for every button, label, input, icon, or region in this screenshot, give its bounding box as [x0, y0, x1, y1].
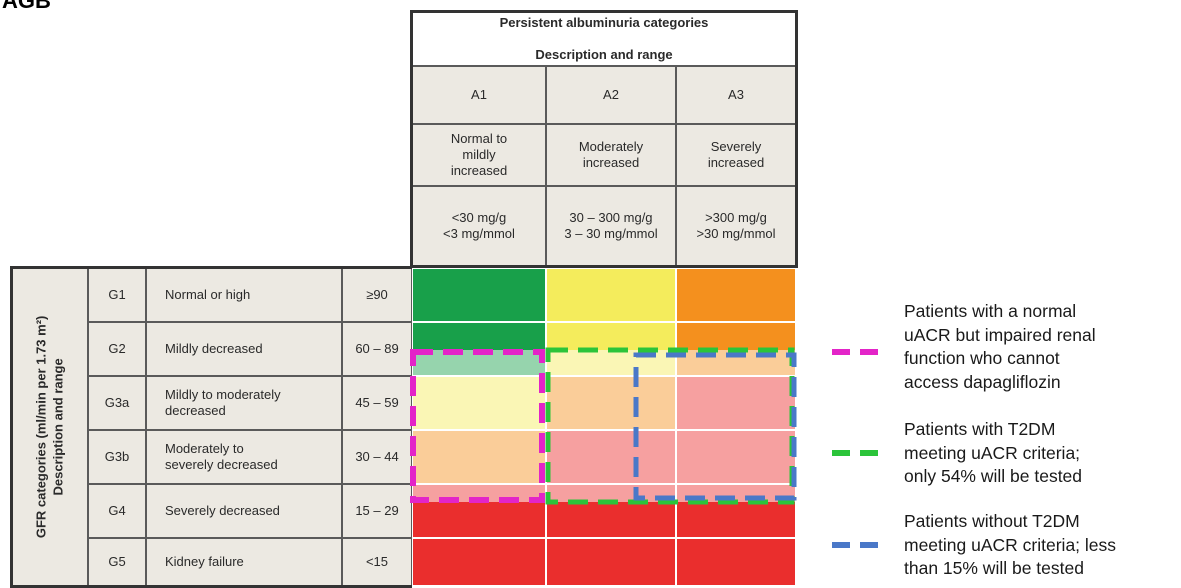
gfr-range-g3b: 30 – 44 — [342, 430, 412, 484]
magenta-dashed-region — [410, 349, 545, 503]
albuminuria-desc-a2: Moderately increased — [546, 124, 676, 186]
gfr-desc-g2: Mildly decreased — [146, 322, 342, 376]
gfr-axis-label-cell — [12, 268, 88, 586]
heatmap-cell-g5-a2 — [546, 538, 676, 586]
highlight-wash — [413, 350, 795, 502]
legend-text-magenta: Patients with a normal uACR but impaired… — [904, 301, 1096, 392]
gfr-range-g1: ≥90 — [342, 268, 412, 322]
figure-title: AGB — [2, 0, 51, 13]
albuminuria-desc-a3: Severely increased — [676, 124, 796, 186]
gfr-range-g3a: 45 – 59 — [342, 376, 412, 430]
gfr-code-g3b: G3b — [88, 430, 146, 484]
gfr-code-g1: G1 — [88, 268, 146, 322]
gfr-desc-g5: Kidney failure — [146, 538, 342, 586]
gfr-desc-g4: Severely decreased — [146, 484, 342, 538]
albuminuria-header-line1: Persistent albuminuria categories — [499, 14, 709, 30]
legend-text-green: Patients with T2DM meeting uACR criteria… — [904, 419, 1083, 487]
gfr-desc-g3a: Mildly to moderately decreased — [146, 376, 342, 430]
gfr-range-g4: 15 – 29 — [342, 484, 412, 538]
gfr-code-g4: G4 — [88, 484, 146, 538]
albuminuria-frame — [410, 10, 798, 268]
heatmap-cell-g1-a3 — [676, 268, 796, 322]
heatmap-cell-g1-a1 — [412, 268, 546, 322]
albuminuria-code-a2: A2 — [546, 66, 676, 124]
albuminuria-desc-a1: Normal to mildly increased — [412, 124, 546, 186]
albuminuria-range-a2: 30 – 300 mg/g 3 – 30 mg/mmol — [546, 186, 676, 266]
albuminuria-code-a3: A3 — [676, 66, 796, 124]
gfr-range-g2: 60 – 89 — [342, 322, 412, 376]
blue-dashed-region — [633, 352, 797, 501]
heatmap-cell-g1-a2 — [546, 268, 676, 322]
gfr-desc-g3b: Moderately to severely decreased — [146, 430, 342, 484]
green-dashed-region — [545, 347, 795, 505]
gfr-code-g3a: G3a — [88, 376, 146, 430]
albuminuria-header-line2: Description and range — [535, 47, 673, 63]
legend-text-blue: Patients without T2DM meeting uACR crite… — [904, 511, 1117, 579]
albuminuria-range-a1: <30 mg/g <3 mg/mmol — [412, 186, 546, 266]
heatmap-cell-g5-a1 — [412, 538, 546, 586]
gfr-code-g2: G2 — [88, 322, 146, 376]
